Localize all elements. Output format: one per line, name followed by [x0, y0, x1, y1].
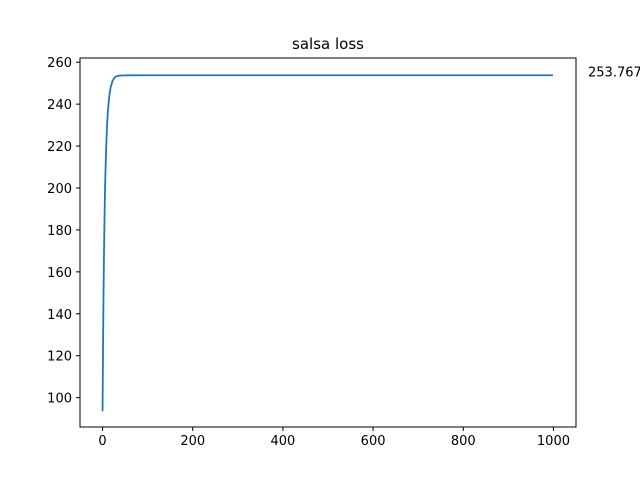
- y-tick-label: 120: [47, 350, 72, 365]
- y-tick-label: 240: [47, 98, 72, 113]
- axes-frame: [79, 57, 577, 428]
- x-tick-label: 600: [361, 434, 386, 449]
- x-tick-label: 200: [180, 434, 205, 449]
- y-tick-label: 180: [47, 224, 72, 239]
- y-tick-label: 260: [47, 56, 72, 71]
- chart-title: salsa loss: [292, 35, 364, 53]
- x-tick-label: 400: [270, 434, 295, 449]
- annotation-layer: 253.767: [588, 65, 640, 80]
- final-value-annotation: 253.767: [588, 65, 640, 80]
- y-tick-label: 220: [47, 140, 72, 155]
- x-tick-label: 1000: [537, 434, 570, 449]
- y-tick-label: 100: [47, 392, 72, 407]
- y-axis-ticks: 100 120 140 160 180 200 220 240 260: [47, 56, 80, 407]
- series-layer: [101, 74, 553, 412]
- series-line: [101, 74, 553, 412]
- x-axis-ticks: 0 200 400 600 800 1000: [98, 427, 570, 449]
- y-tick-label: 200: [47, 182, 72, 197]
- x-tick-label: 800: [451, 434, 476, 449]
- x-tick-label: 0: [98, 434, 106, 449]
- y-tick-label: 140: [47, 308, 72, 323]
- y-tick-label: 160: [47, 266, 72, 281]
- plot-area: 0 200 400 600 800 1000 100 120 140 160 180 200 220 2…: [47, 56, 577, 449]
